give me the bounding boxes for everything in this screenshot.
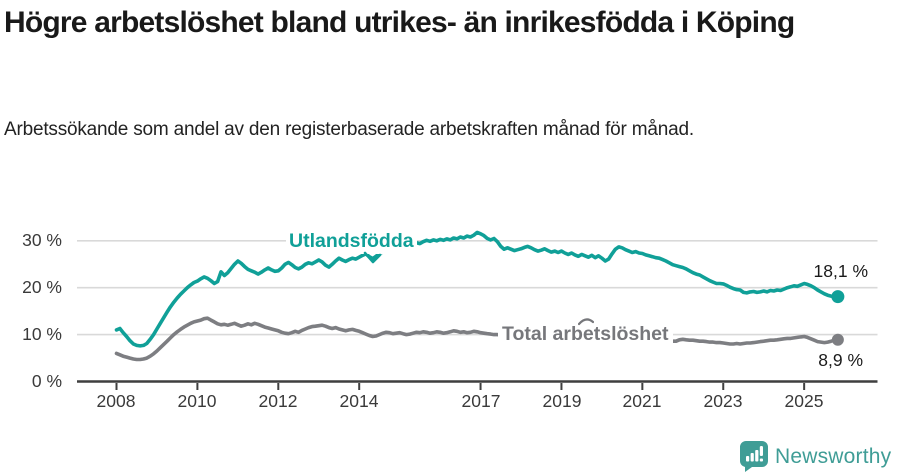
x-tick-label-2012: 2012	[258, 391, 298, 411]
y-tick-label-30: 30 %	[22, 230, 62, 250]
utlandsfodda-arrow-icon	[363, 251, 382, 264]
series-end-dot-total	[831, 333, 844, 346]
y-tick-label-10: 10 %	[22, 324, 62, 344]
x-tick-label-2017: 2017	[461, 391, 501, 411]
series-line-utlandsfodda	[114, 230, 840, 348]
series-label-total: Total arbetslöshet	[498, 322, 673, 347]
total-label-arrow-icon	[578, 318, 594, 326]
newsworthy-brand-link[interactable]: Newsworthy	[740, 441, 891, 472]
x-tick-label-2019: 2019	[542, 391, 582, 411]
y-tick-label-0: 0 %	[31, 371, 62, 391]
newsworthy-chart-bubble-icon	[740, 441, 768, 472]
series-end-dot-utlandsfodda	[831, 290, 845, 304]
x-tick-label-2025: 2025	[784, 391, 824, 411]
end-value-utlandsfodda: 18,1 %	[813, 261, 868, 281]
y-tick-label-20: 20 %	[22, 277, 62, 297]
x-tick-label-2014: 2014	[339, 391, 379, 411]
end-value-total: 8,9 %	[818, 350, 863, 370]
series-line-total	[114, 316, 840, 362]
x-tick-label-2008: 2008	[96, 391, 136, 411]
series-label-utlandsfodda: Utlandsfödda	[286, 229, 417, 254]
chart-subtitle: Arbetssökande som andel av den registerb…	[4, 119, 694, 140]
x-tick-label-2023: 2023	[703, 391, 743, 411]
x-tick-label-2010: 2010	[177, 391, 217, 411]
x-tick-label-2021: 2021	[622, 391, 662, 411]
chart-title: Högre arbetslöshet bland utrikes- än inr…	[4, 6, 795, 39]
newsworthy-brand-text: Newsworthy	[775, 445, 892, 468]
